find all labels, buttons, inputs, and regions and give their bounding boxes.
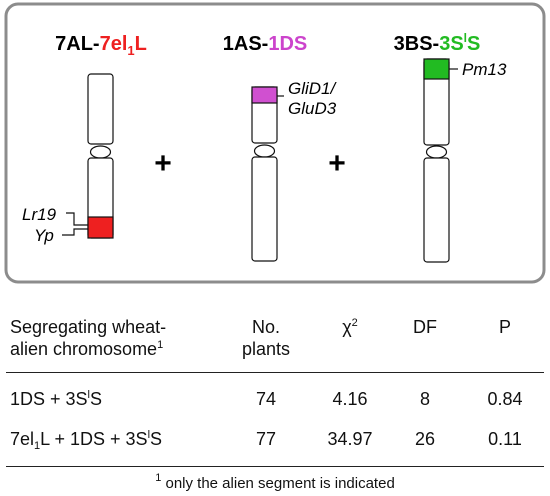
label-subscript: 1 — [34, 440, 41, 452]
short-arm — [87, 73, 114, 145]
header-plants: No. plants — [226, 316, 306, 360]
header-p: P — [498, 317, 511, 337]
cell-p: 0.84 — [487, 389, 523, 409]
alien-segment-1ds — [251, 86, 278, 104]
gene-label-yp: Yp — [34, 226, 54, 245]
chromosome-diagram: 7AL-7el1L Lr19 Yp + 1AS-1DS GliD1/ GluD3… — [4, 2, 546, 284]
chromosome-title-1as: 1AS-1DS — [223, 33, 307, 55]
header-line: No. — [251, 317, 280, 337]
centromere — [89, 145, 112, 159]
title-suffix: S — [467, 33, 480, 55]
centromere — [253, 144, 276, 158]
table-rule — [6, 372, 544, 373]
cell-chi-square: 34.97 — [327, 429, 373, 449]
label-superscript: l — [87, 389, 90, 401]
row-label: 7el1L + 1DS + 3SlS — [10, 428, 163, 452]
label-superscript: l — [147, 429, 151, 441]
label-part: 7el — [10, 429, 35, 449]
header-line: plants — [241, 339, 291, 359]
header-df: DF — [413, 317, 437, 337]
chromosome-title-7al: 7AL-7el1L — [55, 33, 147, 58]
title-prefix: 7AL- — [55, 33, 99, 55]
footnote-marker: 1 — [155, 472, 162, 484]
title-superscript: l — [464, 31, 467, 45]
title-prefix: 1AS- — [223, 33, 269, 55]
label-part: 1DS + 3S — [10, 389, 88, 409]
footnote-marker: 1 — [157, 339, 164, 351]
row-label: 1DS + 3SlS — [10, 388, 102, 410]
label-part: S — [90, 389, 103, 409]
header-chromosome: Segregating wheat- alien chromosome1 — [10, 316, 166, 360]
table-footnote: 1 only the alien segment is indicated — [0, 472, 550, 493]
centromere — [425, 145, 448, 159]
alien-segment-3sls — [423, 58, 450, 80]
cell-df: 26 — [414, 429, 436, 449]
gene-label-glid1: GliD1/ — [288, 79, 338, 98]
chromosome-title-3bs: 3BS-3SlS — [394, 31, 481, 55]
title-subscript: 1 — [127, 43, 134, 58]
long-arm — [251, 156, 278, 262]
chi-symbol: χ — [342, 317, 352, 337]
segregation-table: Segregating wheat- alien chromosome1 No.… — [0, 290, 550, 496]
table-rule — [6, 466, 544, 467]
header-line: alien chromosome — [10, 339, 158, 359]
gene-label-pm13: Pm13 — [462, 60, 507, 79]
label-part: S — [150, 429, 163, 449]
header-chi-square: χ2 — [320, 316, 380, 338]
cell-chi-square: 4.16 — [332, 389, 368, 409]
gene-label-lr19: Lr19 — [22, 205, 57, 224]
plus-sign: + — [328, 147, 346, 180]
title-alien: 7el — [100, 33, 128, 55]
header-line: Segregating wheat- — [10, 317, 167, 337]
title-alien: 1DS — [268, 33, 307, 55]
long-arm — [423, 157, 450, 263]
plus-sign: + — [154, 147, 172, 180]
diagram-canvas: 7AL-7el1L Lr19 Yp + 1AS-1DS GliD1/ GluD3… — [4, 2, 546, 284]
label-part: L + 1DS + 3S — [40, 429, 148, 449]
title-suffix: L — [135, 33, 147, 55]
title-alien: 3S — [439, 33, 463, 55]
chi-exponent: 2 — [351, 317, 358, 329]
cell-plants: 74 — [255, 389, 277, 409]
cell-plants: 77 — [255, 429, 277, 449]
alien-segment-7el1l — [87, 216, 114, 239]
gene-label-glud3: GluD3 — [288, 99, 337, 118]
cell-p: 0.11 — [488, 429, 522, 449]
gene-leader-lines — [62, 212, 88, 236]
cell-df: 8 — [419, 389, 430, 409]
title-prefix: 3BS- — [394, 33, 440, 55]
footnote-text: only the alien segment is indicated — [161, 475, 395, 492]
